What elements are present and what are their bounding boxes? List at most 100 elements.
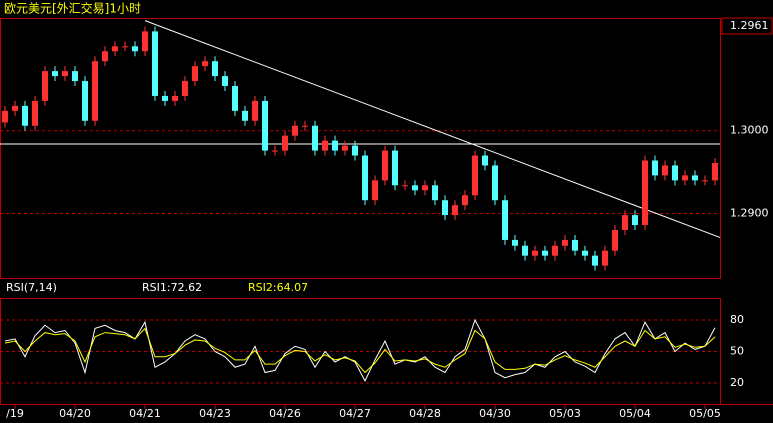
candle-body [412,185,418,191]
candle-body [232,86,238,111]
candle-body [702,180,708,182]
candle-body [172,95,178,101]
trend-line [144,20,721,238]
candle-body [442,200,448,216]
candle-body [182,81,188,96]
legend-entry: RSI2:64.07 [248,281,308,294]
candle-body [162,95,168,101]
candle-body [132,46,138,52]
y-tick-label: 50 [730,345,744,358]
x-tick-label: 04/26 [269,407,301,420]
chart-title: 欧元美元[外汇交易]1小时 [4,1,141,16]
x-tick-label: 04/27 [339,407,371,420]
candle-body [472,155,478,196]
candle-body [62,71,68,77]
candle-body [152,31,158,96]
candle-body [632,215,638,226]
indicator-label: RSI(7,14) [6,281,57,294]
x-tick-label: /19 [6,407,24,420]
candle-body [122,46,128,48]
x-tick-label: 05/05 [689,407,721,420]
candle-body [482,155,488,166]
candle-body [512,239,518,246]
candle-body [142,31,148,52]
last-price-label: 1.2961 [730,19,769,32]
candle-body [92,61,98,121]
price-panel [0,18,721,279]
candle-body [452,205,458,216]
candle-body [502,200,508,240]
candle-body [522,245,528,256]
candle-body [72,71,78,82]
candle-body [492,165,498,201]
candle-body [392,150,398,186]
x-tick-label: 04/28 [409,407,441,420]
last-price-box [721,17,773,35]
candle-body [552,245,558,256]
y-tick-label: 1.3000 [730,124,769,137]
candle-body [42,71,48,101]
candle-body [462,195,468,206]
candle-body [102,51,108,62]
candle-body [612,230,618,251]
candle-body [562,239,568,246]
candle-body [532,250,538,256]
candle-body [572,239,578,251]
candle-body [22,105,28,126]
rsi-line [4,318,716,383]
candle-body [332,140,338,151]
candle-body [302,125,308,127]
candle-body [282,135,288,151]
candle-body [422,185,428,191]
candle-body [272,150,278,152]
candle-body [192,66,198,82]
candle-body [432,185,438,201]
candle-body [242,110,248,121]
candle-body [402,185,408,187]
candle-body [622,215,628,231]
candle-body [2,110,8,123]
rsi-line [4,327,716,374]
x-tick-label: 05/03 [549,407,581,420]
candle-body [642,160,648,226]
candle-body [52,71,58,77]
candle-body [592,255,598,266]
candle-body [382,150,388,181]
x-tick-label: 04/30 [479,407,511,420]
candle-body [112,46,118,52]
candle-body [202,61,208,67]
y-tick-label: 1.2900 [730,206,769,219]
candle-body [222,76,228,87]
candle-body [662,165,668,176]
y-tick-label: 20 [730,376,744,389]
candle-body [542,250,548,256]
candle-body [352,145,358,156]
candle-body [292,125,298,136]
candle-body [252,100,258,121]
candle-body [712,162,718,181]
candle-body [582,250,588,256]
candle-body [372,180,378,201]
x-tick-label: 05/04 [619,407,651,420]
candle-body [322,140,328,151]
candle-body [212,61,218,77]
candle-body [312,125,318,151]
candle-body [32,100,38,126]
candle-body [682,175,688,181]
candle-body [672,165,678,181]
candle-body [692,175,698,181]
candle-body [82,81,88,121]
candle-body [262,100,268,151]
candle-body [342,145,348,151]
candle-body [362,155,368,201]
x-tick-label: 04/23 [199,407,231,420]
y-tick-label: 80 [730,313,744,326]
legend-entry: RSI1:72.62 [142,281,202,294]
x-tick-label: 04/21 [129,407,161,420]
candle-body [652,160,658,176]
candle-body [12,105,18,111]
x-tick-label: 04/20 [59,407,91,420]
candle-body [602,250,608,266]
